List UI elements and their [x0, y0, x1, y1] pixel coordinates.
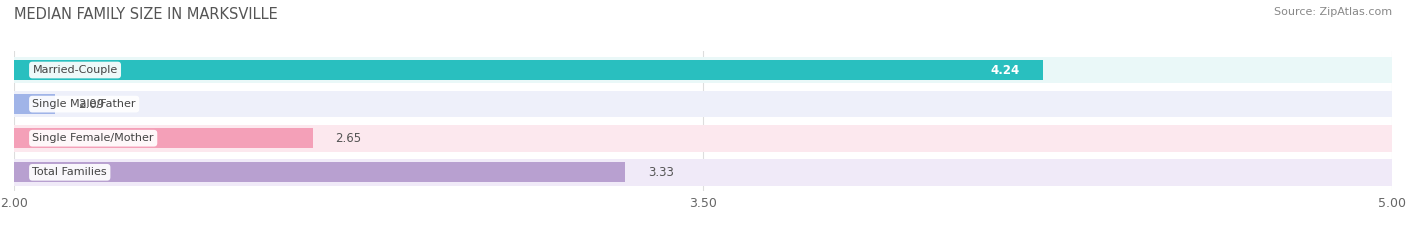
Bar: [14, 57, 1392, 83]
Text: Single Male/Father: Single Male/Father: [32, 99, 136, 109]
Text: 2.09: 2.09: [79, 98, 104, 111]
Text: MEDIAN FAMILY SIZE IN MARKSVILLE: MEDIAN FAMILY SIZE IN MARKSVILLE: [14, 7, 278, 22]
Text: Married-Couple: Married-Couple: [32, 65, 118, 75]
Text: Total Families: Total Families: [32, 167, 107, 177]
Bar: [14, 159, 1392, 186]
Bar: [14, 128, 312, 148]
Text: 3.33: 3.33: [648, 166, 673, 179]
Bar: [14, 60, 1043, 80]
Text: 2.65: 2.65: [336, 132, 361, 145]
Bar: [14, 91, 1392, 117]
Bar: [14, 94, 55, 114]
Bar: [14, 125, 1392, 151]
Bar: [14, 162, 624, 182]
Text: 4.24: 4.24: [991, 64, 1019, 76]
Text: Source: ZipAtlas.com: Source: ZipAtlas.com: [1274, 7, 1392, 17]
Text: Single Female/Mother: Single Female/Mother: [32, 133, 153, 143]
